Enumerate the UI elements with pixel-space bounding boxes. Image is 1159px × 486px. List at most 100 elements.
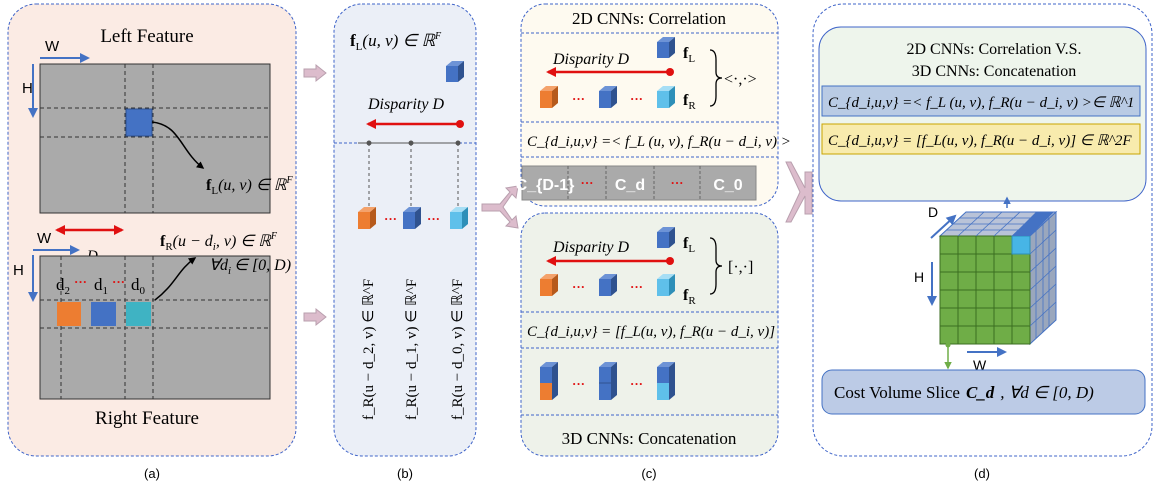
caption-d: (d) xyxy=(974,466,990,481)
concat-formula-c: C_{d_i,u,v} = [f_L(u, v), f_R(u − d_i, v… xyxy=(527,324,775,340)
cube-dots-c-top-1: ··· xyxy=(572,91,585,106)
cube-cyan-c-bottom xyxy=(657,274,675,296)
fL-cube-c-top xyxy=(657,37,675,58)
concat-op-c: [·,·] xyxy=(728,259,753,276)
concat-formula-box xyxy=(821,123,1141,155)
cube-cyan-c-top xyxy=(657,86,675,108)
connector-arrow-a-b-top xyxy=(303,63,327,83)
brace-c-bottom xyxy=(709,237,723,295)
left-feature-title: Left Feature xyxy=(100,26,193,47)
cube-blue-c-bottom xyxy=(599,274,617,296)
corr-formula-d: C_{d_i,u,v} =< f_L (u, v), f_R(u − d_i, … xyxy=(828,95,1134,111)
panel-c-bottom-title: 3D CNNs: Concatenation xyxy=(562,429,737,448)
d-axis-label: D xyxy=(928,204,938,220)
corr-formula-box xyxy=(821,85,1141,117)
d1-label: d1 xyxy=(94,275,108,297)
vertical-label-d0: f_R(u − d_0, v) ∈ ℝ^F xyxy=(450,279,466,420)
panel-b: fL(u, v) ∈ ℝF Disparity D ··· xyxy=(333,3,477,481)
d-axis-arrow xyxy=(930,214,957,239)
fork-connector-c-d xyxy=(785,161,813,223)
cube-dots-c-stack-2: ··· xyxy=(630,376,643,391)
cube-blue-b xyxy=(403,207,421,229)
vertical-label-d1: f_R(u − d_1, v) ∈ ℝ^F xyxy=(404,279,420,420)
panel-d-title-line2: 3D CNNs: Concatenation xyxy=(912,63,1076,80)
panel-c: 2D CNNs: Correlation Disparity D fL ··· … xyxy=(516,3,791,481)
fL-cube-b xyxy=(446,61,464,82)
cube-dots-c-bottom-2: ··· xyxy=(630,279,643,294)
cube-dots-c-stack-1: ··· xyxy=(572,376,585,391)
stacked-cube-blue-blue xyxy=(599,362,617,400)
right-feature-title: Right Feature xyxy=(95,408,199,429)
w-axis-label: W xyxy=(973,357,987,373)
cube-dots-c-bottom-1: ··· xyxy=(572,279,585,294)
fR-label-c-top: fR xyxy=(683,92,696,112)
slice-label: C_{D-1} xyxy=(516,177,575,194)
disparity-origin-b xyxy=(456,120,464,128)
panel-d: 2D CNNs: Correlation V.S. 3D CNNs: Conca… xyxy=(812,3,1153,481)
disparity-label-b: Disparity D xyxy=(367,96,444,113)
cube-cyan-b xyxy=(450,207,468,229)
fL-label-a: fL(u, v) ∈ ℝF xyxy=(206,175,293,197)
cube-orange-c-bottom xyxy=(540,274,558,296)
h-axis-label: H xyxy=(914,269,924,285)
slice-label: C_d xyxy=(615,177,645,194)
w-label-top: W xyxy=(45,38,60,55)
connector-arrow-a-b-bottom xyxy=(303,307,327,327)
concat-formula-d: C_{d_i,u,v} = [f_L(u, v), f_R(u − d_i, v… xyxy=(828,133,1132,149)
fR-pointer xyxy=(154,257,197,301)
disparity-label-c-top: Disparity D xyxy=(552,51,629,68)
h-label-bottom: H xyxy=(13,262,24,279)
caption-a: (a) xyxy=(144,466,160,481)
fL-cube-c-bottom xyxy=(657,227,675,248)
cube-blue-c-top xyxy=(599,86,617,108)
stacked-cube-orange-blue xyxy=(540,362,558,400)
fork-connector-b-c xyxy=(481,185,519,229)
stacked-cube-cyan-blue xyxy=(657,362,675,400)
fL-label-c-top: fL xyxy=(683,45,695,65)
cost-volume-slice-label: Cost Volume Slice C_d, ∀d ∈ [0, D) xyxy=(834,383,1094,402)
panel-c-top-title: 2D CNNs: Correlation xyxy=(572,9,726,28)
d2-label: d2 xyxy=(56,275,70,297)
candidate-d0-square xyxy=(126,302,151,326)
panel-d-title-line1: 2D CNNs: Correlation V.S. xyxy=(907,41,1082,58)
candidate-d2-square xyxy=(57,302,81,326)
slice-label: C_0 xyxy=(713,177,742,194)
panel-b-frame xyxy=(333,3,477,457)
slice-label: ··· xyxy=(670,175,683,190)
d0-label: d0 xyxy=(131,275,146,297)
cost-slices-bar xyxy=(521,165,757,201)
cost-volume-slice-box xyxy=(821,369,1146,415)
disparity-label-c-bottom: Disparity D xyxy=(552,239,629,256)
caption-b: (b) xyxy=(397,466,413,481)
h-label-top: H xyxy=(22,80,33,97)
forall-label-a: ∀di ∈ [0, D) xyxy=(209,257,291,277)
panel-c-bottom-frame xyxy=(520,212,779,457)
panel-a: Left Feature W H fL(u, v) ∈ ℝF D W H d2 xyxy=(7,3,297,481)
fL-pointer xyxy=(151,121,205,169)
cube-orange-c-top xyxy=(540,86,558,108)
cube-to-slice-origin xyxy=(945,342,951,348)
w-label-bottom: W xyxy=(37,230,52,247)
cube-dots-b-2: ··· xyxy=(427,211,440,226)
corr-formula-c: C_{d_i,u,v} =< f_L (u, v), f_R(u − d_i, … xyxy=(527,134,791,150)
cube-dots-b-1: ··· xyxy=(384,211,397,226)
caption-c: (c) xyxy=(641,466,656,481)
left-pixel-feature xyxy=(125,108,153,137)
fR-label-c-bottom: fR xyxy=(683,287,696,307)
vertical-label-d2: f_R(u − d_2, v) ∈ ℝ^F xyxy=(361,279,377,420)
fL-label-b: fL(u, v) ∈ ℝF xyxy=(350,31,442,53)
fR-label-a: fR(u − di, v) ∈ ℝF xyxy=(160,231,278,253)
disparity-origin-c-top xyxy=(666,68,674,76)
corr-op-c: <·,·> xyxy=(724,71,757,88)
left-feature-map xyxy=(39,63,271,214)
d-dots-1: ··· xyxy=(74,274,87,289)
cost-volume-cube xyxy=(938,210,1058,346)
disparity-origin-c-bottom xyxy=(666,257,674,265)
connector-dot xyxy=(408,140,414,146)
d-dots-2: ··· xyxy=(112,274,125,289)
connector-dot xyxy=(366,140,372,146)
connector-dot xyxy=(455,140,461,146)
fL-label-c-bottom: fL xyxy=(683,235,695,255)
panel-c-top-frame xyxy=(520,3,779,207)
